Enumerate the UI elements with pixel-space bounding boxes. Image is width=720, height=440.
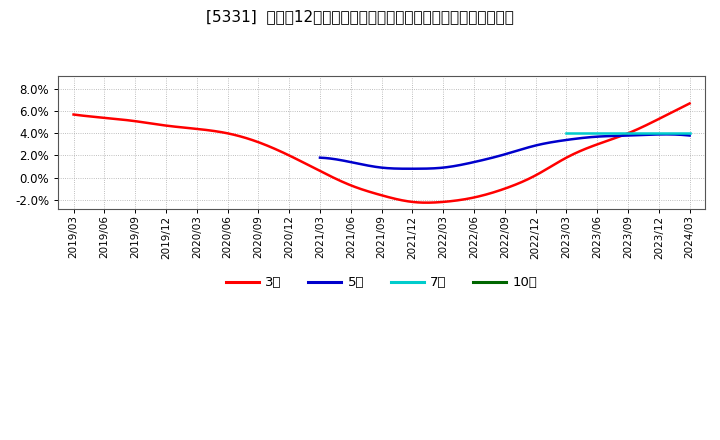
Legend: 3年, 5年, 7年, 10年: 3年, 5年, 7年, 10年 — [220, 271, 543, 294]
Text: [5331]  売上高12か月移動合計の対前年同期増減率の平均値の推移: [5331] 売上高12か月移動合計の対前年同期増減率の平均値の推移 — [206, 9, 514, 24]
